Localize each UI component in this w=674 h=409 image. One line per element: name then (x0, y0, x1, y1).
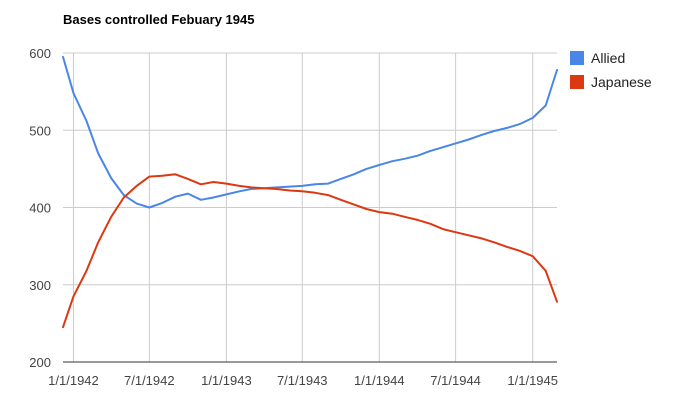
legend-swatch-japanese (570, 75, 584, 89)
legend-swatch-allied (570, 51, 584, 65)
y-tick-label: 500 (29, 123, 51, 138)
x-tick-label: 1/1/1942 (48, 373, 99, 388)
y-tick-label: 600 (29, 46, 51, 61)
x-tick-label: 7/1/1942 (124, 373, 175, 388)
legend-label-allied: Allied (591, 50, 625, 66)
series-line-japanese (62, 173, 558, 329)
legend-label-japanese: Japanese (591, 74, 652, 90)
x-tick-label: 1/1/1944 (354, 373, 405, 388)
y-tick-label: 400 (29, 201, 51, 216)
y-tick-label: 300 (29, 278, 51, 293)
y-tick-label: 200 (29, 355, 51, 370)
series-line-allied (62, 55, 558, 209)
chart-title: Bases controlled Febuary 1945 (63, 12, 255, 27)
x-tick-label: 7/1/1943 (277, 373, 328, 388)
x-tick-label: 7/1/1944 (430, 373, 481, 388)
x-tick-label: 1/1/1945 (507, 373, 558, 388)
x-tick-label: 1/1/1943 (201, 373, 252, 388)
